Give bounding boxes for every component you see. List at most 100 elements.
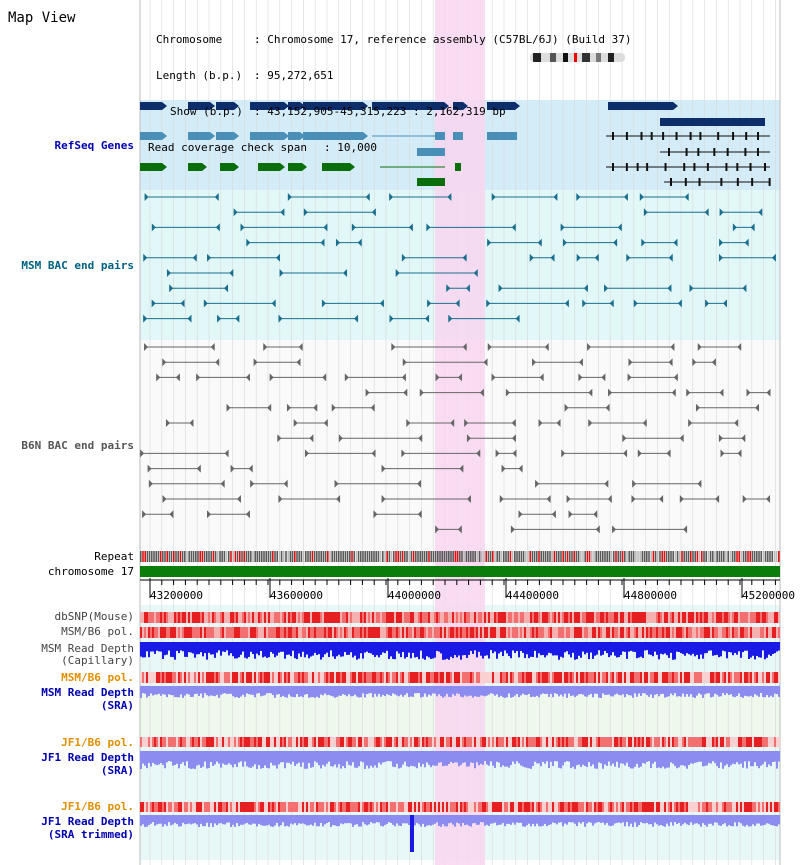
b6n-bac-pair-end[interactable] [196, 464, 201, 473]
refseq-gene[interactable] [188, 102, 210, 110]
b6n-bac-pair-end[interactable] [679, 495, 684, 503]
b6n-bac-pair-end[interactable] [140, 449, 145, 458]
b6n-bac-pair-end[interactable] [296, 358, 301, 367]
b6n-bac-pair-end[interactable] [605, 403, 610, 412]
b6n-bac-pair-end[interactable] [462, 343, 467, 351]
msm-bac-pair-end[interactable] [473, 269, 478, 277]
b6n-bac-pair-end[interactable] [564, 403, 569, 412]
b6n-bac-pair-end[interactable] [458, 373, 463, 382]
b6n-bac-pair-end[interactable] [595, 525, 600, 534]
refseq-exon[interactable] [713, 148, 716, 156]
msm-bac-pair-end[interactable] [143, 253, 148, 262]
msm-bac-pair-end[interactable] [365, 193, 370, 201]
msm-bac-pair-end[interactable] [673, 238, 678, 247]
msm-bac-pair-end[interactable] [641, 238, 646, 247]
msm-bac-pair-end[interactable] [498, 284, 503, 293]
msm-bac-pair-end[interactable] [217, 314, 222, 323]
refseq-exon[interactable] [749, 163, 752, 171]
b6n-bac-pair-end[interactable] [578, 358, 583, 367]
refseq-exon[interactable] [640, 132, 643, 140]
b6n-bac-pair-end[interactable] [556, 419, 561, 427]
msm-bac-pair-end[interactable] [732, 223, 737, 232]
b6n-bac-pair-end[interactable] [734, 419, 739, 427]
b6n-bac-pair-end[interactable] [608, 388, 613, 397]
refseq-exon[interactable] [725, 163, 728, 171]
refseq-gene[interactable] [417, 148, 445, 156]
b6n-bac-pair-end[interactable] [737, 449, 742, 458]
b6n-bac-pair-end[interactable] [593, 510, 598, 519]
b6n-bac-pair-end[interactable] [538, 419, 543, 427]
b6n-bac-pair-end[interactable] [612, 525, 617, 534]
msm-bac-pair-end[interactable] [425, 314, 430, 323]
b6n-bac-pair-end[interactable] [402, 358, 407, 367]
b6n-bac-pair-end[interactable] [142, 510, 147, 519]
b6n-bac-pair-end[interactable] [766, 388, 771, 397]
b6n-bac-pair-end[interactable] [435, 373, 440, 382]
msm-bac-pair-end[interactable] [447, 193, 452, 201]
refseq-exon[interactable] [717, 132, 720, 140]
b6n-bac-pair-end[interactable] [147, 464, 152, 473]
msm-bac-pair-end[interactable] [582, 299, 587, 308]
b6n-bac-pair-end[interactable] [671, 388, 676, 397]
refseq-exon[interactable] [625, 132, 628, 140]
b6n-bac-pair-end[interactable] [450, 419, 455, 427]
b6n-bac-pair-end[interactable] [755, 403, 760, 412]
b6n-bac-pair-end[interactable] [230, 464, 235, 473]
refseq-exon[interactable] [636, 163, 639, 171]
b6n-bac-pair-end[interactable] [720, 449, 725, 458]
msm-bac-pair-end[interactable] [633, 299, 638, 308]
b6n-bac-pair-end[interactable] [587, 343, 592, 351]
msm-bac-pair-end[interactable] [229, 269, 234, 277]
refseq-gene[interactable] [288, 163, 302, 171]
msm-bac-pair-end[interactable] [576, 253, 581, 262]
b6n-bac-pair-end[interactable] [381, 495, 386, 503]
msm-bac-pair-end[interactable] [744, 238, 749, 247]
b6n-bac-pair-end[interactable] [546, 495, 551, 503]
msm-bac-pair-end[interactable] [553, 193, 558, 201]
refseq-exon[interactable] [675, 132, 678, 140]
msm-bac-pair-end[interactable] [446, 284, 451, 293]
b6n-bac-pair-end[interactable] [373, 510, 378, 519]
refseq-gene[interactable] [140, 163, 162, 171]
msm-bac-pair-end[interactable] [192, 253, 197, 262]
msm-bac-pair-end[interactable] [426, 223, 431, 232]
refseq-exon[interactable] [744, 148, 747, 156]
msm-bac-pair-end[interactable] [487, 238, 492, 247]
msm-bac-pair-end[interactable] [562, 238, 567, 247]
b6n-bac-pair-end[interactable] [697, 479, 702, 488]
msm-bac-pair-end[interactable] [550, 253, 555, 262]
msm-bac-pair-end[interactable] [279, 269, 284, 277]
msm-bac-pair-end[interactable] [537, 238, 542, 247]
msm-bac-pair-end[interactable] [207, 253, 212, 262]
msm-bac-pair-end[interactable] [689, 284, 694, 293]
refseq-exon[interactable] [662, 132, 665, 140]
refseq-exon[interactable] [625, 163, 628, 171]
b6n-bac-pair-end[interactable] [746, 388, 751, 397]
b6n-bac-pair-end[interactable] [304, 449, 309, 458]
refseq-gene[interactable] [487, 132, 517, 140]
msm-bac-pair-end[interactable] [323, 223, 328, 232]
b6n-bac-pair-end[interactable] [457, 525, 462, 534]
b6n-bac-label[interactable]: B6N BAC end pairs [21, 439, 134, 452]
refseq-exon[interactable] [689, 132, 692, 140]
b6n-bac-pair-end[interactable] [263, 343, 268, 351]
msm-bac-pair-end[interactable] [287, 193, 292, 201]
b6n-bac-pair-end[interactable] [566, 495, 571, 503]
msm-bac-pair-end[interactable] [719, 208, 724, 217]
msm-bac-pair-end[interactable] [169, 284, 174, 293]
msm-bac-pair-end[interactable] [354, 314, 359, 323]
b6n-bac-pair-end[interactable] [224, 449, 229, 458]
b6n-bac-pair-end[interactable] [245, 373, 250, 382]
b6n-bac-pair-end[interactable] [495, 449, 500, 458]
refseq-gene[interactable] [220, 163, 234, 171]
refseq-gene[interactable] [303, 132, 363, 140]
refseq-gene[interactable] [216, 132, 234, 140]
msm-bac-pair-end[interactable] [203, 299, 208, 308]
msm-bac-pair-end[interactable] [511, 223, 516, 232]
chromosome-bar[interactable] [140, 566, 780, 577]
msm-bac-pair-end[interactable] [143, 314, 148, 323]
b6n-bac-pair-end[interactable] [601, 373, 606, 382]
refseq-exon[interactable] [726, 148, 729, 156]
refseq-gene[interactable] [216, 102, 234, 110]
msm-bac-pair-end[interactable] [351, 223, 356, 232]
